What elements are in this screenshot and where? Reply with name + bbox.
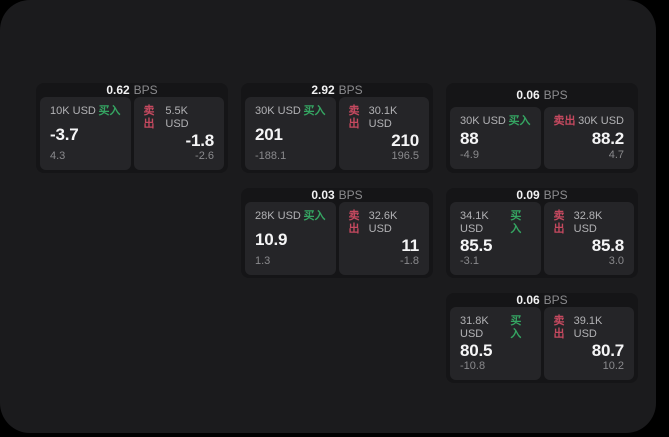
buy-sub-value: -188.1 (255, 150, 287, 162)
sell-sub-value: 4.7 (608, 149, 624, 161)
bps-unit-label: BPS (133, 83, 158, 97)
bps-value: 0.03 (311, 188, 335, 202)
buy-sub-value: 1.3 (255, 255, 271, 267)
buy-sub-value: -10.8 (460, 360, 486, 372)
sell-sub-value: 10.2 (602, 360, 624, 372)
quote-card-grid: 0.62 BPS 10K USD 买入 -3.7 4.3 卖出 5.5K USD (36, 83, 638, 383)
buy-quote-panel[interactable]: 30K USD 买入 88 -4.9 (450, 107, 541, 169)
card-header: 0.06 BPS (450, 83, 634, 107)
sell-quote-panel[interactable]: 卖出 32.6K USD 11 -1.8 (338, 202, 429, 275)
sell-notional: 39.1K USD (573, 315, 603, 340)
bps-unit-label: BPS (543, 188, 568, 202)
quote-panels: 30K USD 买入 201 -188.1 卖出 30.1K USD 210 1… (245, 97, 429, 170)
sell-quote-panel[interactable]: 卖出 30K USD 88.2 4.7 (543, 107, 634, 169)
buy-side-tag: 买入 (510, 210, 522, 235)
sell-notional: 30.1K USD (368, 105, 398, 130)
buy-price: 80.5 (460, 341, 493, 360)
buy-price: 10.9 (255, 229, 288, 249)
sell-quote-panel[interactable]: 卖出 39.1K USD 80.7 10.2 (543, 307, 634, 380)
sell-sub-value: -2.6 (195, 150, 214, 162)
bps-unit-label: BPS (543, 293, 568, 307)
quote-panels: 31.8K USD 买入 80.5 -10.8 卖出 39.1K USD 80.… (450, 307, 634, 380)
buy-notional: 34.1K USD (460, 210, 489, 235)
buy-price: -3.7 (50, 124, 79, 144)
bps-unit-label: BPS (543, 88, 568, 102)
sell-price: 210 (391, 131, 419, 150)
card-header: 0.06 BPS (450, 293, 634, 307)
sell-price: 88.2 (591, 129, 624, 148)
card-header: 0.62 BPS (40, 83, 224, 97)
buy-sub-value: -3.1 (460, 255, 479, 267)
quote-card: 0.09 BPS 34.1K USD 买入 85.5 -3.1 卖出 32.8K… (446, 188, 638, 278)
bps-value: 0.06 (516, 88, 540, 102)
bps-unit-label: BPS (338, 188, 363, 202)
buy-quote-panel[interactable]: 28K USD 买入 10.9 1.3 (245, 202, 336, 275)
bps-value: 0.09 (516, 188, 540, 202)
quote-card: 0.06 BPS 31.8K USD 买入 80.5 -10.8 卖出 39.1… (446, 293, 638, 383)
buy-quote-panel[interactable]: 34.1K USD 买入 85.5 -3.1 (450, 202, 541, 275)
app-surface: 0.62 BPS 10K USD 买入 -3.7 4.3 卖出 5.5K USD (0, 0, 656, 433)
sell-sub-value: 3.0 (608, 255, 624, 267)
sell-quote-panel[interactable]: 卖出 5.5K USD -1.8 -2.6 (133, 97, 224, 170)
sell-side-tag: 卖出 (553, 315, 565, 340)
buy-side-tag: 买入 (303, 210, 326, 222)
card-header: 0.03 BPS (245, 188, 429, 202)
buy-sub-value: 4.3 (50, 150, 66, 162)
buy-side-tag: 买入 (510, 315, 522, 340)
sell-sub-value: -1.8 (400, 255, 419, 267)
buy-sub-value: -4.9 (460, 149, 479, 161)
quote-panels: 10K USD 买入 -3.7 4.3 卖出 5.5K USD -1.8 -2.… (40, 97, 224, 170)
sell-side-tag: 卖出 (348, 210, 360, 235)
buy-price: 201 (255, 124, 283, 144)
sell-price: -1.8 (185, 131, 215, 150)
quote-panels: 34.1K USD 买入 85.5 -3.1 卖出 32.8K USD 85.8… (450, 202, 634, 275)
sell-sub-value: 196.5 (391, 150, 419, 162)
buy-side-tag: 买入 (303, 105, 326, 117)
buy-quote-panel[interactable]: 10K USD 买入 -3.7 4.3 (40, 97, 131, 170)
bps-unit-label: BPS (338, 83, 363, 97)
buy-side-tag: 买入 (508, 115, 531, 127)
sell-quote-panel[interactable]: 卖出 32.8K USD 85.8 3.0 (543, 202, 634, 275)
buy-notional: 30K USD (460, 115, 506, 127)
quote-card: 2.92 BPS 30K USD 买入 201 -188.1 卖出 30.1K … (241, 83, 433, 173)
buy-notional: 10K USD (50, 105, 96, 117)
quote-panels: 30K USD 买入 88 -4.9 卖出 30K USD 88.2 4.7 (450, 107, 634, 169)
sell-notional: 32.8K USD (573, 210, 603, 235)
buy-price: 88 (460, 129, 479, 148)
sell-notional: 30K USD (578, 115, 624, 127)
sell-side-tag: 卖出 (553, 115, 576, 127)
buy-quote-panel[interactable]: 31.8K USD 买入 80.5 -10.8 (450, 307, 541, 380)
sell-notional: 5.5K USD (165, 105, 189, 130)
buy-quote-panel[interactable]: 30K USD 买入 201 -188.1 (245, 97, 336, 170)
sell-side-tag: 卖出 (143, 105, 155, 130)
buy-notional: 28K USD (255, 210, 301, 222)
sell-price: 11 (401, 236, 419, 255)
sell-notional: 32.6K USD (368, 210, 398, 235)
quote-panels: 28K USD 买入 10.9 1.3 卖出 32.6K USD 11 -1.8 (245, 202, 429, 275)
bps-value: 0.62 (106, 83, 130, 97)
buy-side-tag: 买入 (98, 105, 121, 117)
quote-card: 0.06 BPS 30K USD 买入 88 -4.9 卖出 30K USD (446, 83, 638, 173)
bps-value: 0.06 (516, 293, 540, 307)
sell-price: 80.7 (591, 341, 624, 360)
card-header: 0.09 BPS (450, 188, 634, 202)
sell-price: 85.8 (591, 236, 624, 255)
bps-value: 2.92 (311, 83, 335, 97)
sell-quote-panel[interactable]: 卖出 30.1K USD 210 196.5 (338, 97, 429, 170)
sell-side-tag: 卖出 (348, 105, 360, 130)
buy-notional: 31.8K USD (460, 315, 489, 340)
card-header: 2.92 BPS (245, 83, 429, 97)
quote-card: 0.03 BPS 28K USD 买入 10.9 1.3 卖出 32.6K US… (241, 188, 433, 278)
sell-side-tag: 卖出 (553, 210, 565, 235)
buy-price: 85.5 (460, 236, 493, 255)
buy-notional: 30K USD (255, 105, 301, 117)
quote-card: 0.62 BPS 10K USD 买入 -3.7 4.3 卖出 5.5K USD (36, 83, 228, 173)
